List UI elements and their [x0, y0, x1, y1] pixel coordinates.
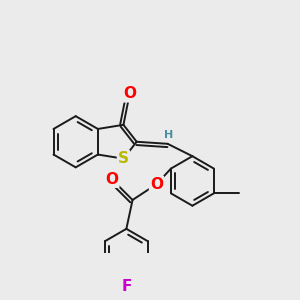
Text: O: O	[123, 86, 136, 101]
Text: O: O	[105, 172, 119, 187]
Text: F: F	[121, 279, 131, 294]
Text: H: H	[164, 130, 173, 140]
Text: O: O	[150, 177, 163, 192]
Text: S: S	[118, 151, 129, 166]
